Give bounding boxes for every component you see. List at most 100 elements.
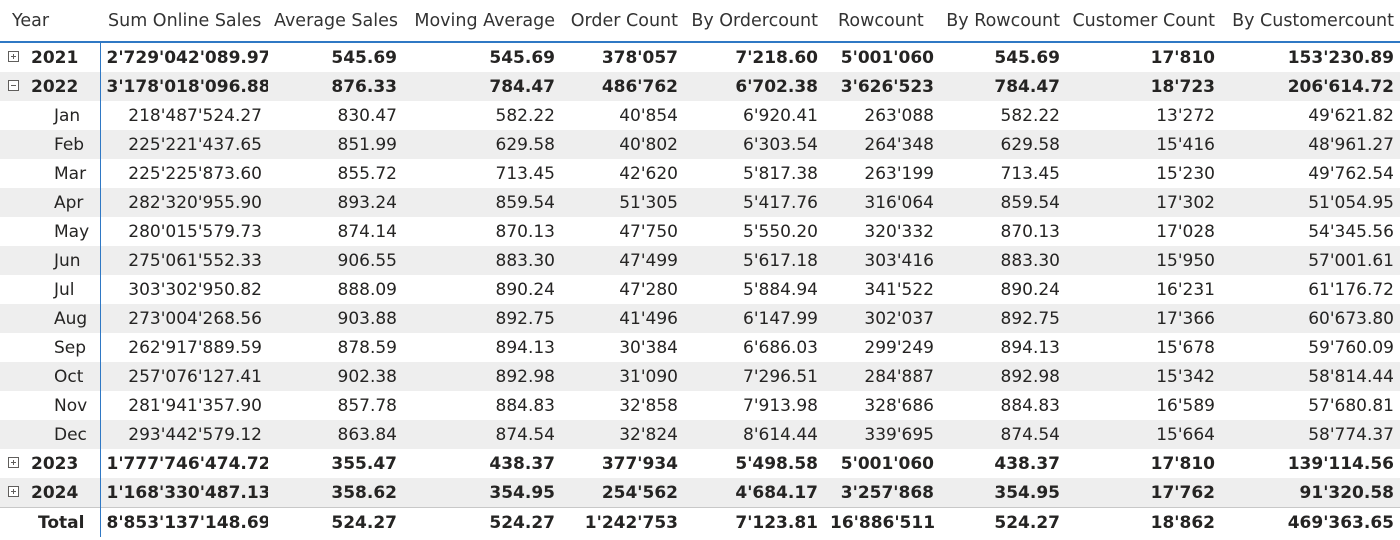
by-ordercount-cell: 7'218.60 [735,47,818,68]
order-count-cell: 378'057 [601,47,678,68]
rowcount-cell: 5'001'060 [840,453,934,474]
by-ordercount-cell: 7'296.51 [684,362,824,391]
rowcount-cell: 299'249 [864,337,934,358]
customer-count-cell: 15'230 [1156,163,1215,184]
customer-count-cell: 17'762 [1066,478,1221,508]
moving-average-cell: 438.37 [489,453,555,474]
by-ordercount-cell: 5'617.18 [684,246,824,275]
average-sales-cell: 851.99 [268,130,403,159]
row-label: Jun [54,250,81,271]
order-count-cell: 41'496 [561,304,684,333]
column-header-sum-online-sales[interactable]: Sum Online Sales [100,0,268,43]
by-rowcount-cell: 713.45 [1000,163,1060,184]
column-header-customer-count[interactable]: Customer Count [1066,0,1221,43]
customer-count-cell: 15'678 [1156,337,1215,358]
average-sales-cell: 893.24 [268,188,403,217]
by-rowcount-cell: 894.13 [1000,337,1060,358]
rowcount-cell: 302'037 [824,304,940,333]
row-label: 2022 [31,76,79,97]
by-customercount-cell: 206'614.72 [1221,72,1400,101]
row-label: 2024 [31,482,79,503]
average-sales-cell: 830.47 [337,105,397,126]
column-header-moving-average[interactable]: Moving Average [403,0,561,43]
row-label: Aug [54,308,88,329]
month-row: Jul 303'302'950.82 888.09 890.24 47'280 5'884… [0,275,1400,304]
row-header: Mar [0,159,101,188]
row-label: Jan [54,105,81,126]
column-header-by-ordercount[interactable]: By Ordercount [684,0,824,43]
customer-count-cell: 15'664 [1066,420,1221,449]
row-header: 2023 [0,449,101,478]
expand-plus-icon[interactable] [8,485,19,497]
sum-online-sales-cell: 275'061'552.33 [100,246,268,275]
moving-average-cell: 354.95 [403,478,561,508]
average-sales-cell: 874.14 [337,221,397,242]
by-rowcount-cell: 524.27 [994,512,1060,533]
collapse-minus-icon[interactable] [8,79,19,91]
moving-average-cell: 870.13 [495,221,555,242]
header-row: Year Sum Online Sales Average Sales Movi… [0,0,1400,43]
by-ordercount-cell: 5'817.38 [743,163,818,184]
row-header: 2024 [0,478,101,508]
by-customercount-cell: 48'961.27 [1221,130,1400,159]
expand-plus-icon[interactable] [8,50,19,62]
row-label: Oct [54,366,84,387]
moving-average-cell: 524.27 [489,512,555,533]
moving-average-cell: 884.83 [495,395,555,416]
moving-average-cell: 883.30 [403,246,561,275]
row-header: Aug [0,304,101,333]
by-rowcount-cell: 874.54 [940,420,1066,449]
month-row: May 280'015'579.73 874.14 870.13 47'750 5'550… [0,217,1400,246]
column-header-by-customercount[interactable]: By Customercount [1221,0,1400,43]
column-header-average-sales[interactable]: Average Sales [268,0,403,43]
row-header: 2021 [0,42,101,72]
average-sales-cell: 524.27 [331,512,397,533]
average-sales-cell: 903.88 [268,304,403,333]
average-sales-cell: 878.59 [337,337,397,358]
rowcount-cell: 339'695 [824,420,940,449]
order-count-cell: 32'824 [561,420,684,449]
moving-average-cell: 892.75 [403,304,561,333]
by-customercount-cell: 54'345.56 [1308,221,1394,242]
customer-count-cell: 17'810 [1150,453,1215,474]
customer-count-cell: 18'723 [1066,72,1221,101]
year-row: 2024 1'168'330'487.13 358.62 354.95 254'562 4… [0,478,1400,508]
sum-online-sales-cell: 303'302'950.82 [128,279,262,300]
row-header: Jun [0,246,101,275]
row-label: Feb [54,134,85,155]
sum-online-sales-cell: 273'004'268.56 [100,304,268,333]
moving-average-cell: 545.69 [489,47,555,68]
average-sales-cell: 863.84 [268,420,403,449]
order-count-cell: 47'499 [561,246,684,275]
order-count-cell: 32'858 [619,395,678,416]
rowcount-cell: 3'626'523 [824,72,940,101]
month-row: Apr 282'320'955.90 893.24 859.54 51'305 5'417… [0,188,1400,217]
row-label: Apr [54,192,84,213]
expand-plus-icon[interactable] [8,456,19,468]
rowcount-cell: 263'199 [864,163,934,184]
by-customercount-cell: 139'114.56 [1287,453,1394,474]
by-ordercount-cell: 6'303.54 [684,130,824,159]
customer-count-cell: 17'302 [1066,188,1221,217]
by-customercount-cell: 58'814.44 [1221,362,1400,391]
by-rowcount-cell: 438.37 [994,453,1060,474]
average-sales-cell: 888.09 [337,279,397,300]
average-sales-cell: 545.69 [331,47,397,68]
row-header: Nov [0,391,101,420]
customer-count-cell: 16'589 [1156,395,1215,416]
column-header-year[interactable]: Year [0,0,100,43]
column-header-order-count[interactable]: Order Count [561,0,684,43]
order-count-cell: 47'750 [619,221,678,242]
moving-average-cell: 713.45 [495,163,555,184]
column-header-by-rowcount[interactable]: By Rowcount [940,0,1066,43]
order-count-cell: 47'280 [619,279,678,300]
column-header-rowcount[interactable]: Rowcount [824,0,940,43]
by-ordercount-cell: 8'614.44 [684,420,824,449]
by-customercount-cell: 91'320.58 [1221,478,1400,508]
by-customercount-cell: 61'176.72 [1308,279,1394,300]
average-sales-cell: 902.38 [268,362,403,391]
rowcount-cell: 5'001'060 [840,47,934,68]
row-header: Jan [0,101,101,130]
order-count-cell: 51'305 [561,188,684,217]
